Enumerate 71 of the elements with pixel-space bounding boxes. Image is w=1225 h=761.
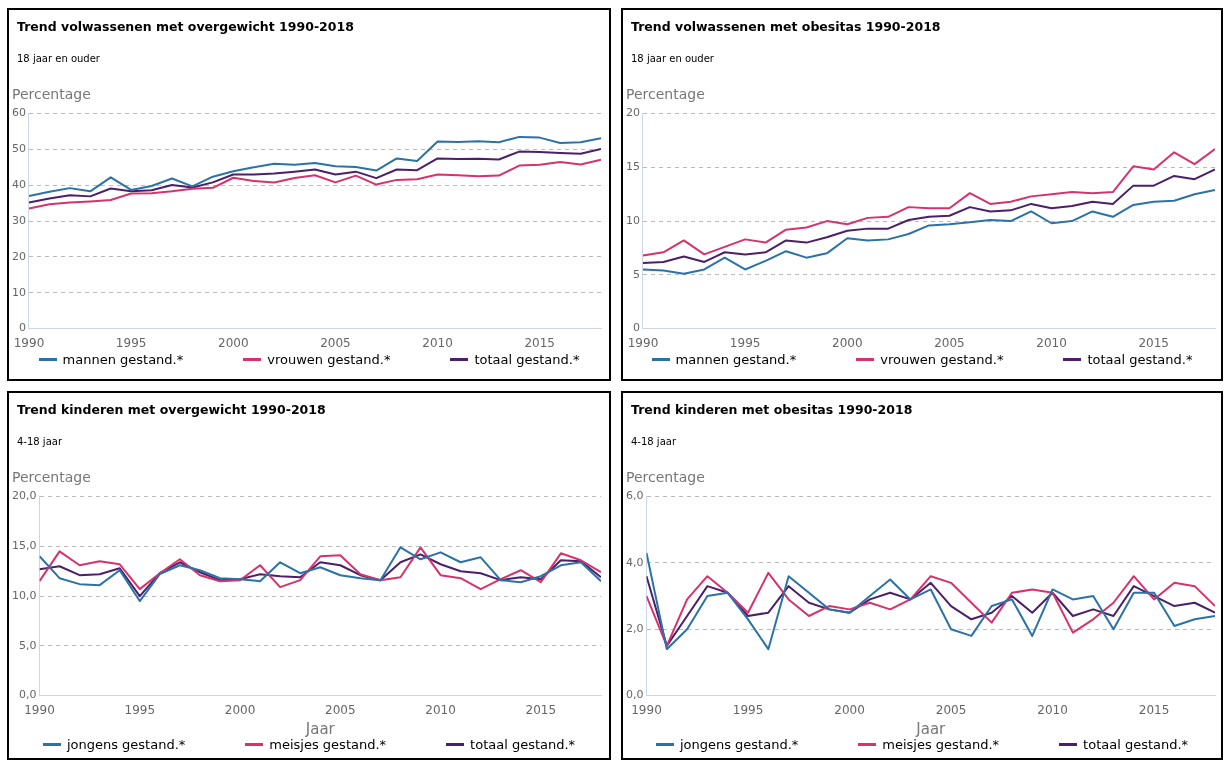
- x-tick-label: 1995: [124, 702, 156, 717]
- chart-subtitle: 4-18 jaar: [17, 436, 63, 447]
- x-tick-label: 1990: [13, 335, 45, 350]
- y-tick-label: 40: [12, 178, 26, 192]
- legend-label: totaal gestand.*: [474, 352, 580, 367]
- x-tick-label: 2010: [1036, 335, 1067, 350]
- x-tick-label: 2005: [934, 335, 965, 350]
- x-tick-label: 1995: [115, 335, 147, 350]
- x-tick-label: 2000: [218, 335, 249, 350]
- x-tick-label: 1990: [631, 702, 662, 717]
- x-tick-label: 1995: [732, 702, 764, 717]
- y-axis-title: Percentage: [626, 86, 705, 102]
- y-tick-label: 20: [626, 106, 640, 120]
- legend-label: totaal gestand.*: [1083, 737, 1189, 752]
- y-tick-label: 0: [19, 321, 26, 335]
- y-tick-label: 10: [12, 285, 26, 299]
- legend-label: meisjes gestand.*: [269, 737, 387, 752]
- y-tick-label: 0: [633, 321, 640, 335]
- x-tick-label: 2000: [834, 702, 865, 717]
- chart-subtitle: 18 jaar en ouder: [17, 53, 100, 64]
- y-tick-label: 50: [12, 142, 26, 156]
- y-tick-label: 5: [633, 267, 640, 281]
- y-tick-label: 0,0: [18, 688, 37, 702]
- x-tick-label: 2010: [1037, 702, 1068, 717]
- y-tick-label: 6,0: [625, 489, 644, 503]
- chart-title: Trend kinderen met obesitas 1990-2018: [631, 402, 913, 417]
- legend-label: vrouwen gestand.*: [880, 352, 1004, 367]
- legend-label: totaal gestand.*: [470, 737, 576, 752]
- x-tick-label: 2005: [320, 335, 351, 350]
- chart-title: Trend volwassenen met overgewicht 1990-2018: [17, 19, 354, 34]
- legend-label: totaal gestand.*: [1087, 352, 1193, 367]
- y-axis-title: Percentage: [12, 469, 91, 485]
- x-tick-label: 1995: [729, 335, 761, 350]
- x-tick-label: 2000: [224, 702, 256, 717]
- y-tick-label: 2,0: [625, 622, 644, 636]
- y-tick-label: 10: [626, 213, 640, 227]
- chart-subtitle: 4-18 jaar: [631, 436, 677, 447]
- legend-label: vrouwen gestand.*: [267, 352, 391, 367]
- y-axis-title: Percentage: [12, 86, 91, 102]
- y-tick-label: 0,0: [625, 688, 644, 702]
- chart-subtitle: 18 jaar en ouder: [631, 53, 714, 64]
- x-tick-label: 2015: [525, 702, 557, 717]
- x-tick-label: 2015: [1138, 335, 1169, 350]
- legend-label: jongens gestand.*: [66, 737, 186, 752]
- x-tick-label: 1990: [24, 702, 55, 717]
- x-axis-title: Jaar: [304, 719, 336, 738]
- y-tick-label: 20: [12, 249, 26, 263]
- legend-label: jongens gestand.*: [679, 737, 799, 752]
- y-tick-label: 4,0: [625, 555, 644, 569]
- legend-label: mannen gestand.*: [675, 352, 797, 367]
- x-tick-label: 2005: [325, 702, 356, 717]
- y-tick-label: 5,0: [18, 638, 37, 652]
- y-tick-label: 15: [626, 160, 640, 174]
- y-tick-label: 30: [12, 213, 26, 227]
- legend-label: meisjes gestand.*: [882, 737, 1000, 752]
- x-tick-label: 2015: [1138, 702, 1170, 717]
- chart-title: Trend kinderen met overgewicht 1990-2018: [17, 402, 326, 417]
- chart-title: Trend volwassenen met obesitas 1990-2018: [631, 19, 941, 34]
- y-tick-label: 15,0: [11, 539, 37, 553]
- x-tick-label: 2015: [524, 335, 555, 350]
- x-tick-label: 1990: [627, 335, 659, 350]
- legend-label: mannen gestand.*: [62, 352, 184, 367]
- y-tick-label: 10,0: [11, 588, 37, 602]
- x-tick-label: 2010: [422, 335, 453, 350]
- y-axis-title: Percentage: [626, 469, 705, 485]
- x-tick-label: 2010: [425, 702, 456, 717]
- y-tick-label: 60: [12, 106, 26, 120]
- x-axis-title: Jaar: [915, 719, 947, 738]
- x-tick-label: 2000: [832, 335, 863, 350]
- y-tick-label: 20,0: [11, 489, 37, 503]
- x-tick-label: 2005: [935, 702, 967, 717]
